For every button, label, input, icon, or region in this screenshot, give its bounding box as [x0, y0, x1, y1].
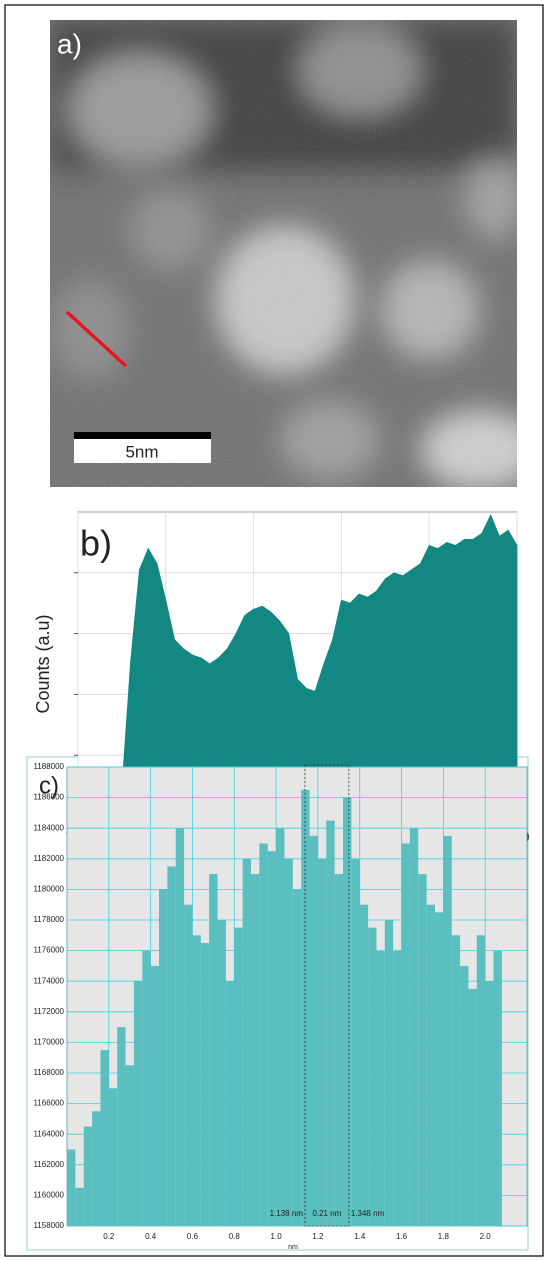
bar [443, 835, 452, 1226]
x-tick-label: 0.8 [229, 1232, 241, 1241]
bar [133, 981, 143, 1226]
y-tick-label: 1166000 [33, 1099, 64, 1108]
bar [393, 950, 402, 1226]
bar [125, 1065, 134, 1226]
bar [334, 874, 343, 1226]
bar [251, 874, 260, 1226]
x-tick-label: 0.4 [145, 1232, 157, 1241]
x-tick-label: 1.0 [271, 1232, 283, 1241]
bar [485, 981, 494, 1226]
bar [351, 858, 360, 1226]
bar [476, 935, 486, 1226]
x-tick-label: 2.0 [480, 1232, 492, 1241]
panel-label: a) [57, 28, 82, 59]
bar [83, 1126, 93, 1226]
panel-label: b) [80, 523, 112, 564]
bar [150, 965, 159, 1226]
y-tick-label: 1164000 [33, 1129, 64, 1138]
line-profile [65, 310, 128, 368]
bar [276, 828, 285, 1226]
y-tick-label: 1162000 [33, 1160, 64, 1169]
y-tick-label: 1172000 [33, 1007, 64, 1016]
x-tick-label: 1.8 [438, 1232, 450, 1241]
selection-box [304, 764, 350, 1227]
bar [343, 797, 352, 1226]
bar [426, 904, 435, 1226]
y-tick-label: 1168000 [33, 1068, 64, 1077]
bar [317, 858, 327, 1226]
y-tick-label: 1170000 [33, 1038, 64, 1047]
bar [359, 904, 369, 1226]
y-tick-label: 1160000 [33, 1191, 64, 1200]
y-tick-label: 1186000 [33, 793, 64, 802]
bar [368, 927, 377, 1226]
panel-label: c) [39, 772, 59, 799]
bar [100, 1050, 109, 1226]
bar [493, 950, 502, 1226]
bar [259, 843, 268, 1226]
y-tick-label: 1184000 [33, 823, 64, 832]
bar [75, 1187, 84, 1226]
bar [326, 820, 335, 1226]
bar [217, 920, 226, 1226]
bar [401, 843, 410, 1226]
scale-bar [74, 432, 211, 439]
scale-bar-label: 5nm [125, 442, 158, 461]
span-label: 0.21 nm [312, 1209, 341, 1218]
y-tick-label: 1180000 [33, 885, 64, 894]
bar [301, 789, 310, 1226]
bar [435, 912, 444, 1226]
marker-label: 1.138 nm [270, 1209, 304, 1218]
bar [225, 981, 235, 1226]
bar [200, 942, 210, 1226]
bar [159, 889, 168, 1226]
bar [167, 866, 176, 1226]
bar [67, 1149, 76, 1226]
bar [468, 988, 477, 1226]
y-tick-label: 1174000 [33, 976, 64, 985]
micrograph [50, 20, 517, 487]
figure-border [4, 4, 544, 1257]
bar [267, 851, 277, 1226]
bar [460, 965, 469, 1226]
bar [376, 950, 385, 1226]
x-tick-label: 0.2 [103, 1232, 115, 1241]
bar [409, 828, 419, 1226]
y-axis-label: Counts (a.u) [33, 614, 53, 713]
bar [175, 828, 185, 1226]
x-tick-label: 0.6 [187, 1232, 199, 1241]
y-tick-label: 1176000 [33, 946, 64, 955]
bar [92, 1111, 101, 1226]
bar [108, 1088, 118, 1226]
bar [451, 935, 461, 1226]
bar [284, 858, 293, 1226]
area [77, 514, 518, 817]
bar [384, 920, 394, 1226]
bar [309, 835, 318, 1226]
bar [117, 1027, 126, 1226]
y-tick-label: 1188000 [33, 762, 64, 771]
bar [192, 935, 201, 1226]
y-tick-label: 1182000 [33, 854, 64, 863]
y-tick-label: 1178000 [33, 915, 64, 924]
bar [142, 950, 151, 1226]
y-tick-label: 1158000 [33, 1221, 64, 1230]
bar [209, 874, 218, 1226]
x-tick-label: 1.4 [354, 1232, 366, 1241]
bar [234, 927, 243, 1226]
x-tick-label: 1.2 [312, 1232, 324, 1241]
bar [242, 858, 251, 1226]
bar [184, 904, 193, 1226]
x-axis-label: nm [288, 1244, 298, 1251]
marker-label: 1.348 nm [351, 1209, 385, 1218]
x-tick-label: 1.6 [396, 1232, 408, 1241]
bar [292, 889, 302, 1226]
bar [418, 874, 427, 1226]
